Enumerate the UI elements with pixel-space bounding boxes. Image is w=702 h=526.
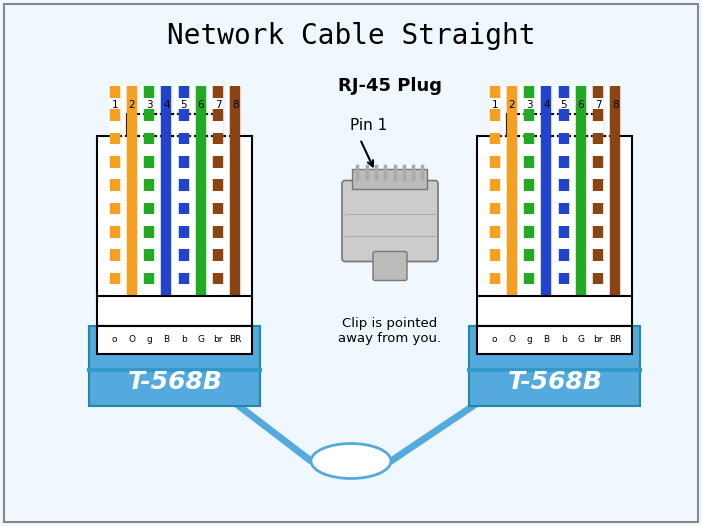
Text: 5: 5	[180, 100, 187, 110]
Text: Clip is pointed
away from you.: Clip is pointed away from you.	[338, 317, 442, 345]
Text: br: br	[593, 336, 603, 345]
Text: 2: 2	[509, 100, 515, 110]
Text: 2: 2	[128, 100, 135, 110]
Text: o: o	[112, 336, 117, 345]
Text: 7: 7	[595, 100, 602, 110]
FancyBboxPatch shape	[342, 180, 438, 261]
Ellipse shape	[311, 443, 391, 479]
Text: g: g	[526, 336, 532, 345]
Bar	[89, 326, 260, 406]
Text: B: B	[543, 336, 550, 345]
Text: 3: 3	[146, 100, 152, 110]
Text: O: O	[508, 336, 515, 345]
Text: br: br	[213, 336, 223, 345]
Text: BR: BR	[229, 336, 241, 345]
Text: 4: 4	[163, 100, 170, 110]
Text: T-568B: T-568B	[508, 370, 602, 394]
Text: b: b	[180, 336, 187, 345]
Text: g: g	[146, 336, 152, 345]
Text: o: o	[492, 336, 498, 345]
Bar	[477, 326, 633, 354]
Bar	[98, 136, 253, 326]
Bar	[352, 168, 428, 188]
Text: Network Cable Straight: Network Cable Straight	[167, 22, 535, 50]
Bar	[508, 114, 602, 136]
Bar	[128, 114, 223, 136]
Text: 5: 5	[560, 100, 567, 110]
Text: 8: 8	[232, 100, 239, 110]
Text: 8: 8	[612, 100, 618, 110]
Text: RJ-45 Plug: RJ-45 Plug	[338, 77, 442, 95]
Text: 1: 1	[112, 100, 118, 110]
Bar	[98, 326, 253, 354]
Text: 4: 4	[543, 100, 550, 110]
Text: G: G	[197, 336, 204, 345]
Text: b: b	[561, 336, 567, 345]
Text: 6: 6	[578, 100, 584, 110]
Text: BR: BR	[609, 336, 621, 345]
Text: O: O	[128, 336, 135, 345]
Text: Pin 1: Pin 1	[350, 118, 388, 134]
Text: 6: 6	[197, 100, 204, 110]
Text: 7: 7	[215, 100, 221, 110]
Text: 1: 1	[491, 100, 498, 110]
Bar	[470, 326, 640, 406]
Text: G: G	[577, 336, 584, 345]
Text: 3: 3	[526, 100, 533, 110]
Text: B: B	[164, 336, 169, 345]
FancyBboxPatch shape	[373, 251, 407, 280]
Text: T-568B: T-568B	[128, 370, 223, 394]
Bar	[477, 136, 633, 326]
